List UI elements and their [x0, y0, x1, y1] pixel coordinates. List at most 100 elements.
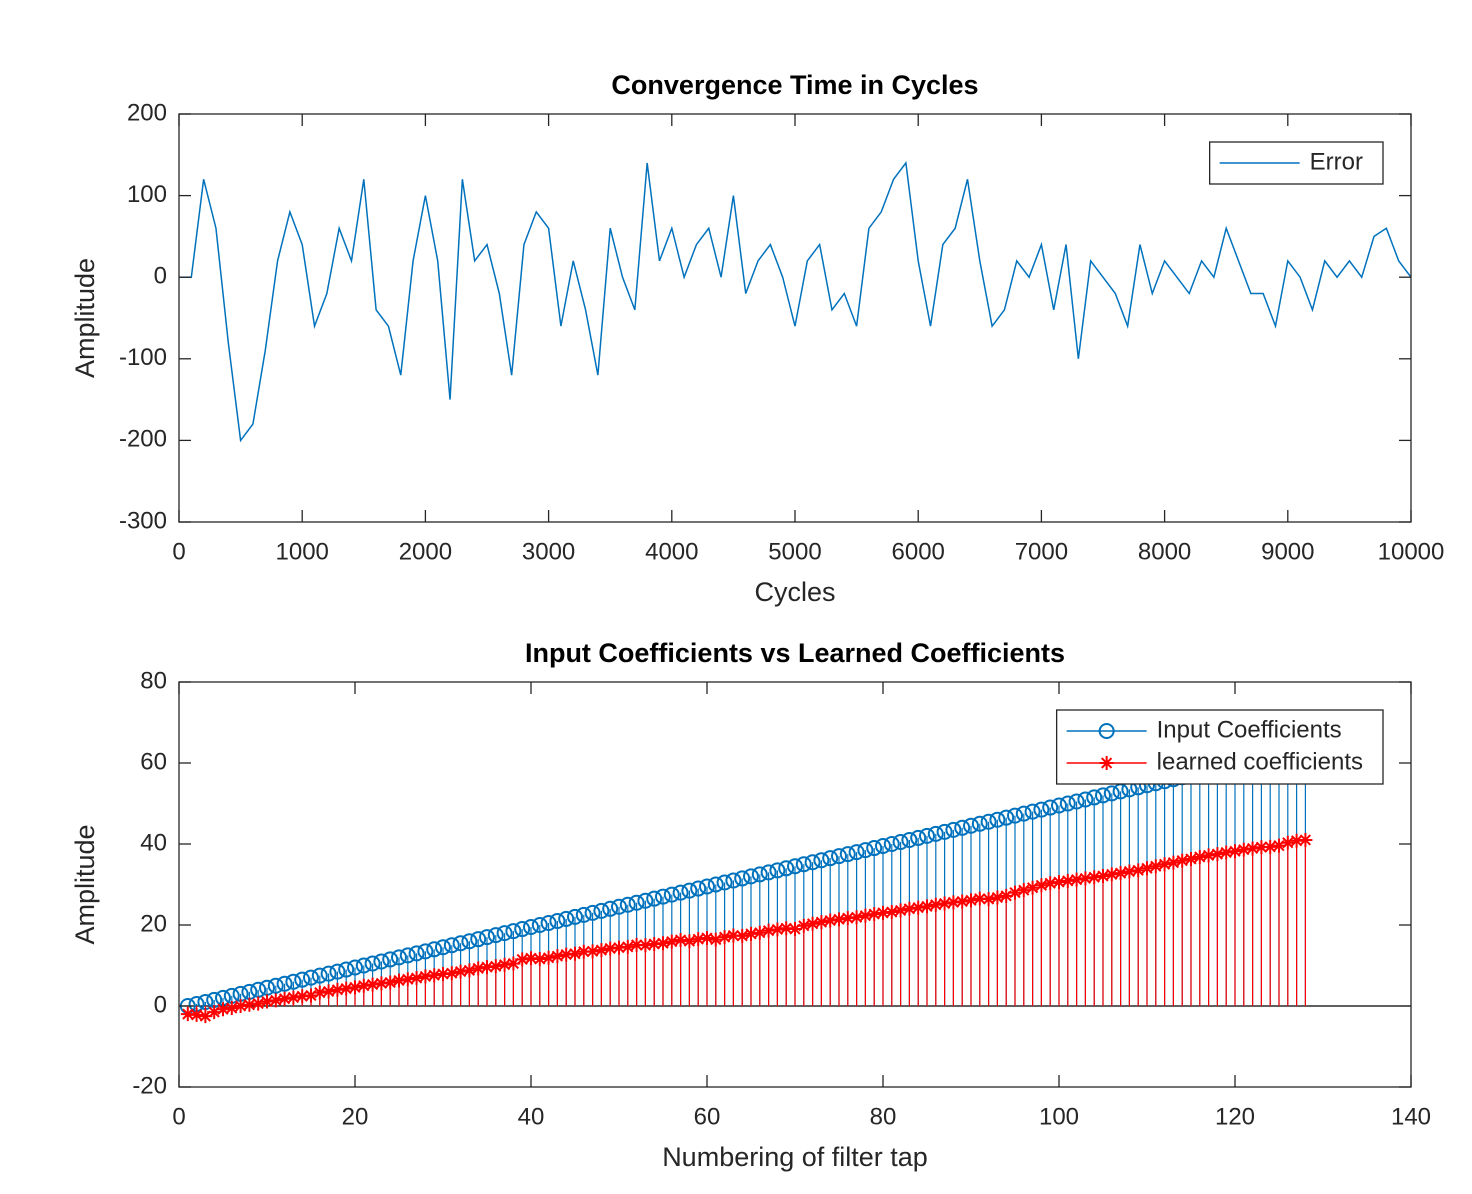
marker: [364, 955, 381, 972]
marker: [981, 892, 996, 907]
x-tick-label: 6000: [892, 538, 945, 565]
marker: [787, 858, 803, 875]
chart-title: Convergence Time in Cycles: [611, 70, 978, 100]
x-tick-label: 0: [172, 538, 185, 565]
x-tick-label: 5000: [768, 538, 821, 565]
x-tick-label: 20: [342, 1103, 369, 1130]
marker: [506, 956, 521, 971]
marker: [1016, 883, 1031, 898]
marker: [427, 968, 442, 983]
marker: [198, 1009, 213, 1024]
y-tick-label: -200: [119, 426, 167, 453]
marker: [945, 821, 962, 838]
marker: [1052, 875, 1066, 890]
marker: [954, 819, 971, 836]
marker: [1099, 756, 1114, 770]
marker: [426, 941, 443, 958]
marker: [779, 921, 794, 936]
marker: [373, 953, 390, 970]
marker: [189, 1007, 204, 1022]
marker: [646, 890, 663, 907]
marker: [813, 852, 830, 869]
marker: [937, 896, 952, 911]
data-line: [179, 161, 1412, 443]
marker: [1245, 841, 1260, 856]
marker: [638, 938, 653, 953]
x-tick-label: 100: [1039, 1103, 1079, 1130]
x-tick-label: 3000: [522, 538, 575, 565]
y-tick-label: 60: [140, 748, 167, 775]
x-tick-label: 80: [870, 1103, 897, 1130]
marker: [769, 862, 786, 879]
marker: [304, 988, 318, 1003]
marker: [672, 884, 689, 901]
marker: [1077, 791, 1094, 808]
marker: [549, 912, 566, 929]
marker: [348, 980, 362, 995]
marker: [285, 973, 302, 990]
marker: [831, 848, 847, 865]
marker: [690, 880, 707, 897]
marker: [532, 952, 547, 967]
marker: [462, 963, 477, 978]
marker: [848, 844, 865, 861]
marker: [832, 912, 846, 927]
marker: [233, 999, 248, 1013]
legend-box: [1055, 709, 1384, 785]
legend-label: Input Coefficients: [1157, 716, 1342, 743]
x-tick-label: 120: [1215, 1103, 1255, 1130]
marker: [540, 914, 557, 931]
marker: [312, 985, 327, 1000]
marker: [734, 870, 751, 887]
y-tick-label: -20: [132, 1072, 167, 1099]
marker: [295, 989, 310, 1004]
marker: [1059, 795, 1076, 812]
marker: [910, 829, 927, 846]
marker: [1263, 839, 1278, 854]
marker: [523, 919, 539, 936]
marker: [699, 878, 715, 895]
marker: [752, 925, 767, 940]
marker: [321, 984, 336, 999]
marker: [505, 923, 522, 940]
marker: [356, 978, 371, 993]
marker: [602, 900, 619, 917]
marker: [541, 950, 556, 965]
marker: [399, 947, 416, 964]
marker: [682, 934, 697, 949]
marker: [839, 846, 856, 863]
y-tick-label: 100: [127, 181, 167, 208]
marker: [664, 934, 679, 949]
marker: [744, 926, 758, 941]
marker: [1008, 885, 1022, 900]
marker: [444, 966, 459, 981]
marker: [524, 951, 538, 966]
legend-label: learned coefficients: [1157, 748, 1363, 775]
marker: [788, 922, 802, 937]
marker: [1096, 868, 1110, 883]
marker: [611, 898, 627, 915]
marker: [435, 939, 451, 956]
marker: [1025, 880, 1040, 895]
marker: [673, 932, 688, 947]
x-axis-label: Numbering of filter tap: [662, 1142, 928, 1172]
marker: [761, 923, 776, 938]
marker: [663, 886, 680, 903]
marker: [1015, 805, 1032, 822]
marker: [911, 900, 926, 915]
marker: [242, 997, 257, 1012]
marker: [267, 977, 284, 994]
marker: [453, 964, 468, 979]
marker: [567, 908, 583, 925]
marker: [1166, 855, 1181, 870]
x-tick-label: 60: [694, 1103, 721, 1130]
marker: [294, 971, 311, 988]
marker: [1140, 861, 1154, 876]
axes-box: [178, 681, 1412, 1088]
marker: [1007, 807, 1023, 824]
marker: [1113, 866, 1128, 881]
marker: [391, 949, 407, 966]
marker: [620, 939, 635, 954]
marker: [550, 949, 565, 964]
marker: [770, 922, 785, 937]
